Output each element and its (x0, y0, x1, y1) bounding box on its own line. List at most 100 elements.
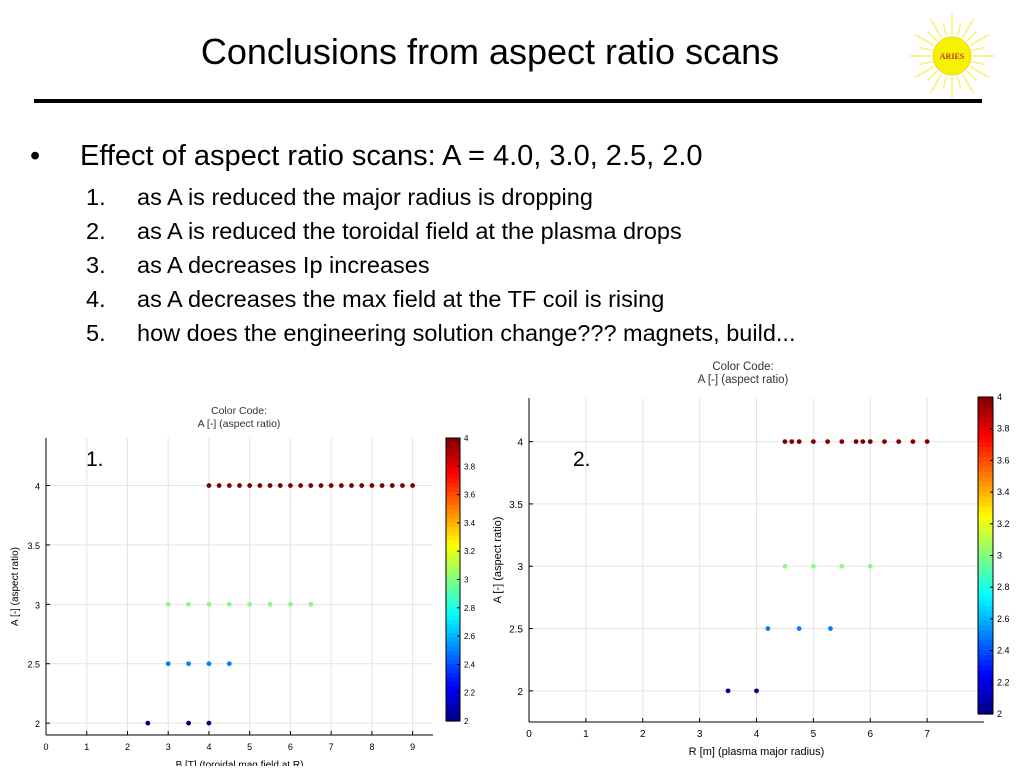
colorbar-segment (978, 431, 993, 438)
data-point (216, 483, 222, 488)
colorbar-segment (978, 481, 993, 487)
y-tick-label: 2.5 (509, 625, 523, 636)
slide-title: Conclusions from aspect ratio scans (200, 31, 780, 72)
item-number: 3. (86, 252, 106, 278)
colorbar-segment (446, 579, 460, 585)
colorbar-tick-label: 3.4 (464, 519, 476, 528)
x-tick-label: 1 (583, 729, 589, 740)
colorbar-segment (446, 645, 460, 651)
data-point (389, 483, 395, 488)
colorbar-segment (978, 694, 993, 700)
colorbar-segment (446, 508, 460, 514)
data-point (226, 601, 232, 607)
colorbar-segment (446, 583, 460, 589)
colorbar-tick-label: 3 (997, 551, 1002, 561)
data-point (910, 439, 916, 445)
colorbar-segment (446, 570, 460, 576)
plot: 0 1 2 3 4 5 6 7 2 2.5 3 3.5 4 R [m] (plasma major rad… (492, 361, 984, 758)
colorbar-segment (446, 513, 460, 519)
sun-ray (966, 31, 977, 42)
colorbar-segment (978, 595, 993, 601)
data-point (226, 661, 232, 667)
colorbar-segment (446, 703, 460, 709)
colorbar-segment (978, 649, 993, 656)
data-point (796, 626, 802, 631)
colorbar-segment (446, 473, 460, 479)
colorbar-segment (978, 565, 993, 571)
colorbar-segment (978, 426, 993, 433)
colorbar-segment (978, 669, 993, 675)
colorbar-segment (978, 585, 993, 591)
sun-ray (915, 65, 935, 78)
item-number: 1. (86, 184, 106, 210)
colorbar-segment (446, 681, 460, 687)
x-tick-label: 3 (697, 729, 703, 740)
colorbar-segment (446, 667, 460, 673)
data-point (379, 483, 385, 488)
colorbar-segment (978, 570, 993, 576)
sun-ray (942, 76, 948, 90)
chart-subtitle: A [-] (aspect ratio) (698, 374, 789, 386)
colorbar-segment (978, 654, 993, 661)
panel-label: 2. (573, 448, 591, 471)
x-tick-label: 8 (369, 742, 374, 752)
colorbar-segment (446, 716, 460, 722)
list-item: 4. as A decreases the max field at the TF… (86, 282, 795, 316)
y-tick-label: 3 (517, 562, 523, 573)
x-tick-label: 6 (288, 742, 293, 752)
x-tick-label: 1 (84, 742, 89, 752)
data-point (860, 439, 866, 445)
colorbar-segment (446, 491, 460, 497)
colorbar-segment (978, 501, 993, 507)
data-point (237, 483, 242, 488)
colorbar-segment (446, 477, 460, 483)
colorbar-tick-label: 2.2 (997, 677, 1010, 687)
data-point (825, 439, 830, 445)
colorbar-segment (446, 464, 460, 470)
colorbar-segment (978, 535, 993, 542)
x-tick-label: 9 (410, 742, 415, 752)
colorbar-segment (978, 505, 993, 512)
data-point (782, 439, 788, 445)
data-point (754, 688, 759, 694)
colorbar-segment (978, 461, 993, 467)
colorbar-segment (446, 451, 460, 457)
colorbar-segment (978, 441, 993, 448)
colorbar-segment (978, 496, 993, 502)
data-point (308, 601, 314, 607)
data-point (288, 483, 293, 488)
colorbar-segment (978, 689, 993, 695)
colorbar-segment (446, 495, 460, 501)
sun-ray (969, 65, 989, 78)
data-point (165, 661, 171, 667)
y-tick-label: 2.5 (27, 660, 40, 670)
sun-ray (972, 60, 986, 66)
colorbar-segment (446, 588, 460, 594)
colorbar-segment (978, 704, 993, 710)
colorbar-tick-label: 3.6 (464, 491, 476, 500)
data-point (810, 439, 816, 445)
colorbar-segment (978, 664, 993, 671)
colorbar-segment (978, 550, 993, 557)
sun-ray (918, 60, 932, 66)
y-axis-label: A [-] (aspect ratio) (492, 517, 504, 604)
data-point (145, 720, 151, 726)
data-point (839, 563, 845, 569)
colorbar-segment (446, 486, 460, 492)
colorbar-segment (446, 535, 460, 541)
colorbar-segment (978, 619, 993, 626)
data-point (328, 483, 334, 488)
data-point (924, 439, 930, 445)
x-tick-label: 0 (43, 742, 48, 752)
chart-radius-vs-aspect-ratio: 0 1 2 3 4 5 6 7 2 2.5 3 3.5 4 R [m] (plasma major rad… (492, 361, 1010, 758)
x-tick-label: 2 (125, 742, 130, 752)
colorbar-tick-label: 3.4 (997, 487, 1010, 497)
plot-area (46, 438, 433, 735)
colorbar-tick-label: 3 (464, 576, 469, 585)
colorbar: 2 2.2 2.4 2.6 2.8 3 3.2 3.4 3.6 3.8 4 (445, 434, 476, 726)
colorbar-tick-label: 2.4 (997, 646, 1010, 656)
colorbar-segment (978, 510, 993, 517)
sun-ray (972, 46, 986, 52)
logo-text: ARIES (940, 52, 965, 61)
item-number: 2. (86, 218, 106, 244)
